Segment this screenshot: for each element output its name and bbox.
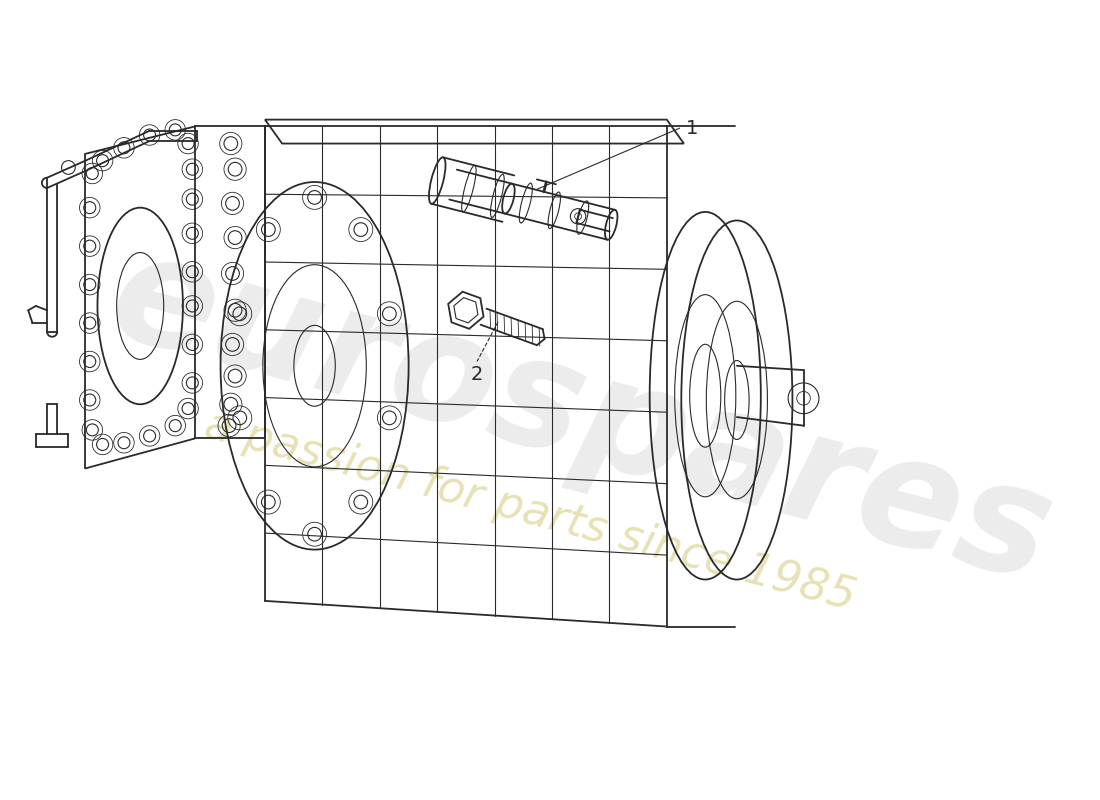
Text: 1: 1 bbox=[686, 118, 698, 138]
Text: 2: 2 bbox=[471, 365, 483, 384]
Text: a passion for parts since 1985: a passion for parts since 1985 bbox=[200, 403, 860, 619]
Text: eurospares: eurospares bbox=[96, 220, 1067, 614]
